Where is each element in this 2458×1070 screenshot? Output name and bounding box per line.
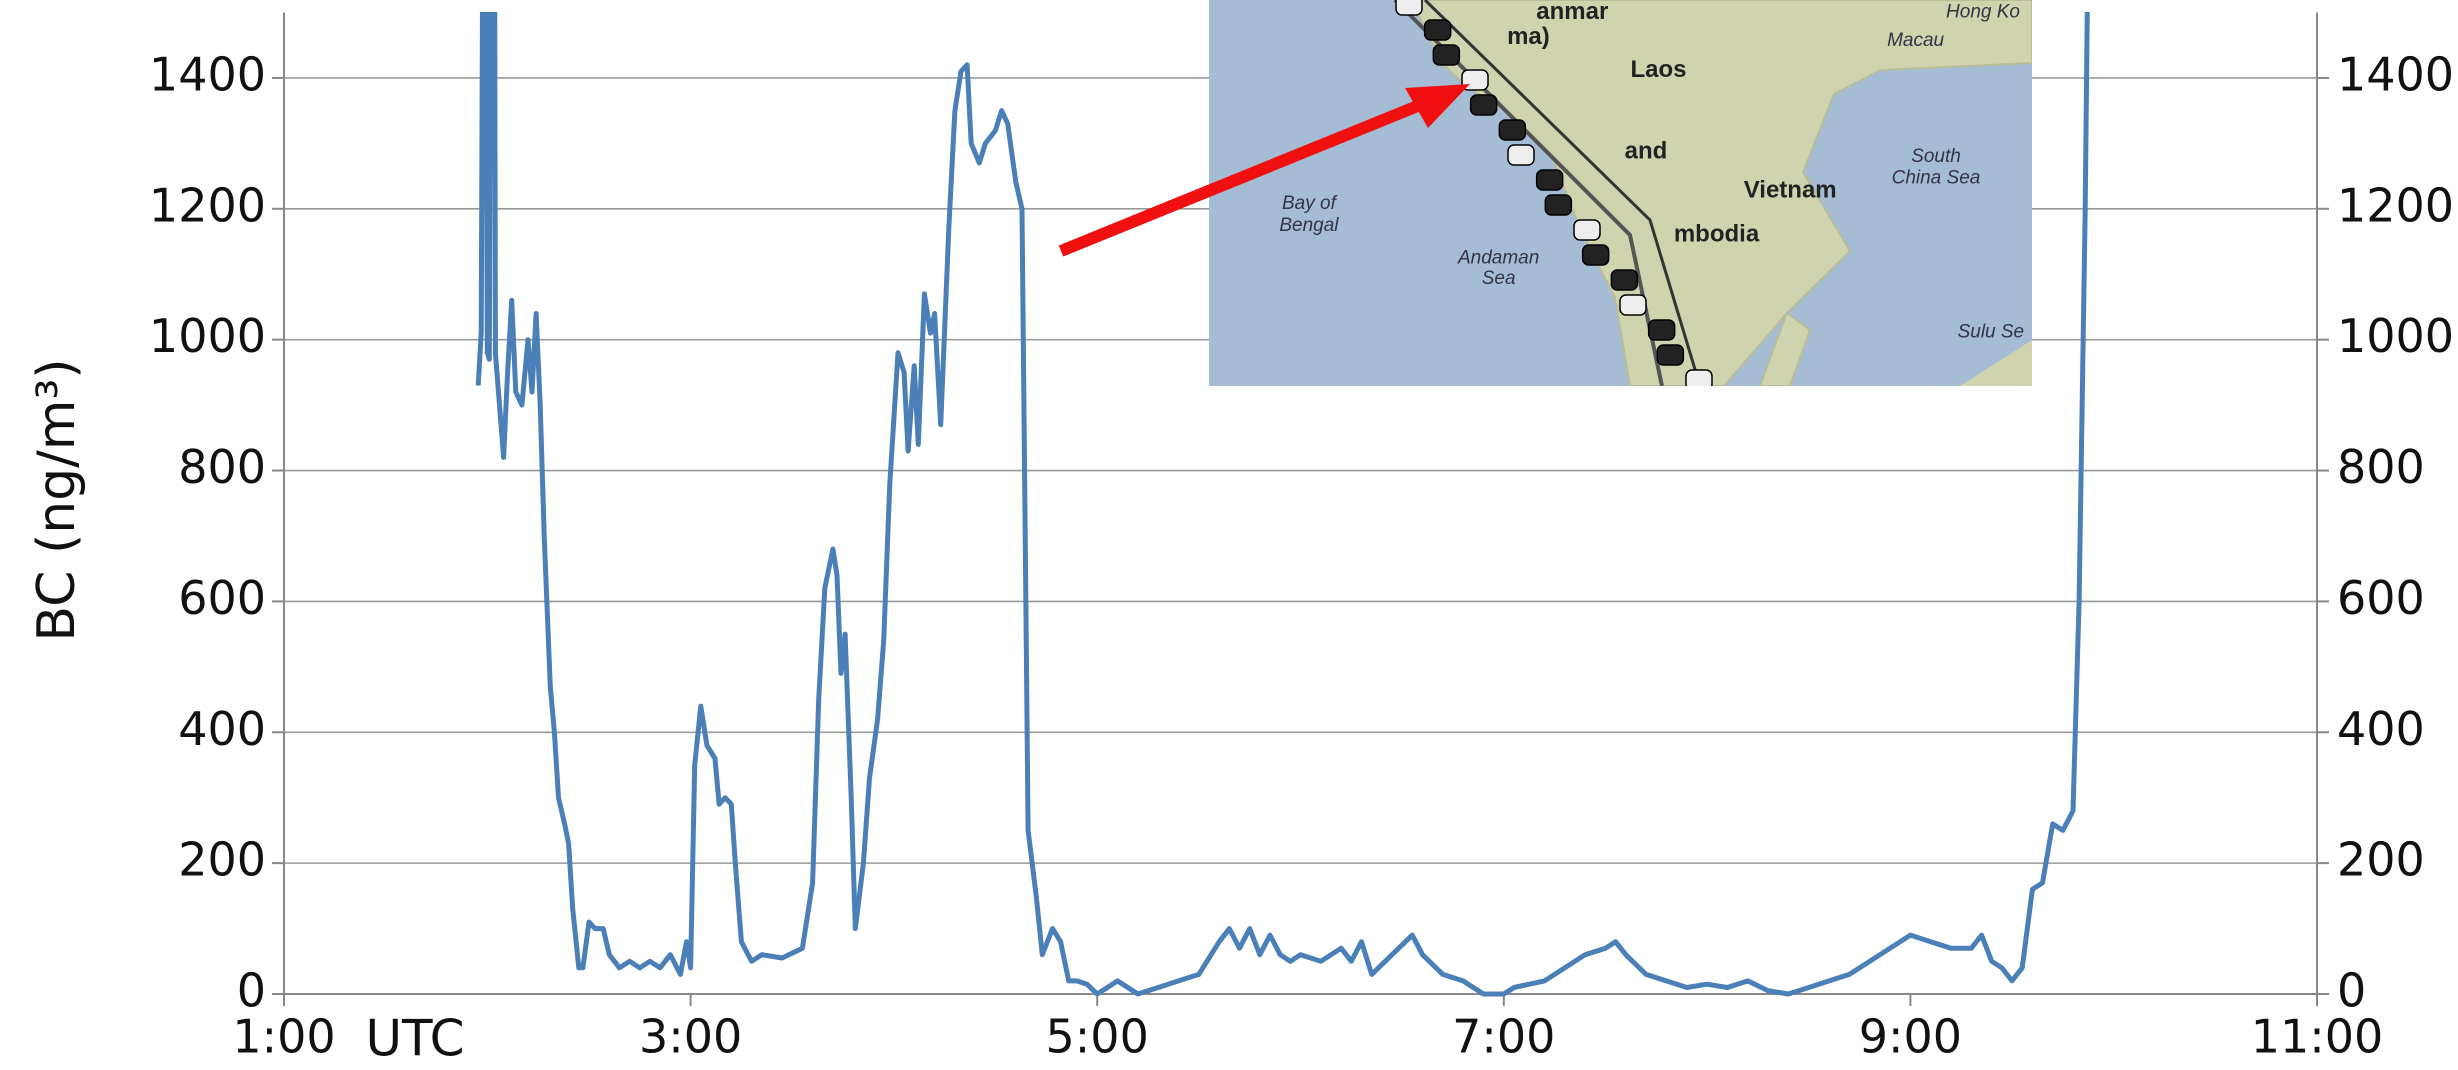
y2-tick-label: 1200: [2337, 178, 2454, 232]
y-tick-label: 800: [178, 440, 266, 494]
x-tick-label: 3:00: [639, 1010, 742, 1064]
data-line: [475, 12, 2090, 997]
y2-tick-label: 800: [2337, 440, 2425, 494]
map-label: mbodia: [1674, 220, 1760, 247]
map-label: China Sea: [1892, 168, 1981, 189]
trajectory-marker: [1432, 44, 1461, 66]
y-axis-label: BC (ng/m³): [27, 358, 87, 641]
y2-tick-label: 600: [2337, 571, 2425, 625]
arrow-head: [1405, 84, 1470, 128]
trajectory-marker: [1498, 119, 1527, 141]
y2-tick-label: 0: [2337, 964, 2366, 1018]
map-land: [1758, 311, 1812, 386]
trajectory-marker: [1395, 0, 1423, 16]
trajectory: [1423, 0, 1702, 386]
map-label: Vietnam: [1744, 177, 1837, 204]
x-tick-label: 7:00: [1452, 1010, 1555, 1064]
y-tick-label: 200: [178, 833, 266, 887]
y2-tick-label: 400: [2337, 702, 2425, 756]
trajectory-marker: [1656, 344, 1685, 366]
trajectory-marker: [1581, 244, 1610, 266]
trajectory-marker: [1469, 94, 1498, 116]
y-tick-label: 600: [178, 571, 266, 625]
trajectory-marker: [1544, 194, 1573, 216]
y-tick-label: 1400: [149, 47, 266, 101]
y2-tick-label: 1400: [2337, 47, 2454, 101]
trajectory-marker: [1507, 144, 1535, 166]
map-label: Bengal: [1279, 215, 1339, 236]
map-label: and: [1625, 137, 1668, 164]
map-label: Bay of: [1282, 193, 1338, 214]
y-tick-label: 400: [178, 702, 266, 756]
trajectory-marker: [1619, 294, 1647, 316]
x-tick-label: 9:00: [1859, 1010, 1962, 1064]
y2-tick-label: 1000: [2337, 309, 2454, 363]
map-label: South: [1911, 146, 1961, 167]
x-tick-label: 11:00: [2251, 1010, 2384, 1064]
trajectory-marker: [1573, 219, 1601, 241]
map-land: [1960, 340, 2032, 386]
map-label: Laos: [1631, 56, 1687, 83]
map-label: Hong Ko: [1946, 2, 2020, 23]
map-label: Macau: [1887, 30, 1944, 51]
y-tick-label: 0: [237, 964, 266, 1018]
y-tick-label: 1200: [149, 178, 266, 232]
trajectory-marker: [1685, 369, 1713, 386]
map-label: Sulu Se: [1958, 321, 2025, 342]
trajectory-marker: [1423, 19, 1452, 41]
y-tick-label: 1000: [149, 309, 266, 363]
trajectory-marker: [1647, 319, 1676, 341]
map-label: Sea: [1482, 268, 1516, 289]
x-tick-label: 5:00: [1046, 1010, 1149, 1064]
y2-tick-label: 200: [2337, 833, 2425, 887]
x-axis-label: UTC: [365, 1010, 464, 1067]
map-label: Andaman: [1457, 248, 1539, 269]
arrow: [1058, 99, 1423, 257]
x-tick-label: 1:00: [232, 1010, 335, 1064]
trajectory-marker: [1535, 169, 1564, 191]
map-label: anmar: [1536, 0, 1608, 25]
map-label: ma): [1507, 23, 1550, 50]
trajectory-marker: [1610, 269, 1639, 291]
